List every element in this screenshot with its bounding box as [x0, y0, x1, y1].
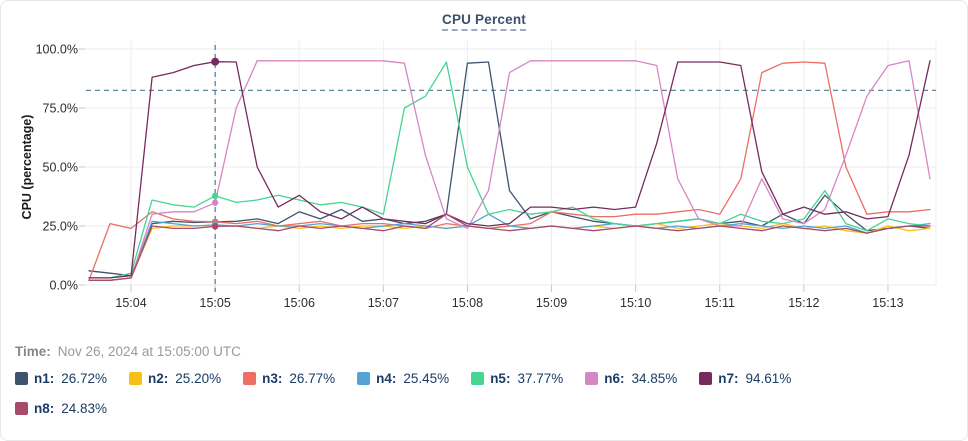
series-line-n5 — [88, 61, 931, 279]
legend-series-label: n1: — [34, 371, 55, 386]
chart-title-row: CPU Percent — [1, 11, 967, 31]
legend-series-label: n2: — [148, 371, 169, 386]
series-lines — [88, 60, 931, 281]
svg-text:15:09: 15:09 — [536, 296, 567, 310]
legend-series-label: n3: — [262, 371, 283, 386]
legend-series-value: 24.83% — [61, 401, 108, 416]
marker-dot-n7 — [211, 57, 220, 66]
legend-series-label: n4: — [376, 371, 397, 386]
svg-text:15:08: 15:08 — [452, 296, 483, 310]
marker-dot-n8 — [211, 223, 219, 230]
legend-series-value: 25.20% — [175, 371, 222, 386]
legend-item-n8[interactable]: n8: 24.83% — [15, 401, 107, 416]
legend-series-label: n7: — [718, 371, 739, 386]
svg-text:15:06: 15:06 — [284, 296, 315, 310]
legend-swatch-n6 — [585, 372, 599, 385]
legend-swatch-n1 — [15, 372, 28, 385]
legend-item-n2[interactable]: n2: 25.20% — [129, 371, 221, 386]
svg-text:0.0%: 0.0% — [50, 279, 79, 293]
legend-swatch-n3 — [243, 372, 257, 385]
threshold-and-crosshair — [86, 45, 936, 292]
legend-series-value: 25.45% — [403, 371, 450, 386]
svg-text:15:04: 15:04 — [115, 296, 146, 310]
legend-item-n1[interactable]: n1: 26.72% — [15, 371, 107, 386]
legend-swatch-n4 — [357, 372, 371, 385]
svg-text:15:10: 15:10 — [620, 296, 651, 310]
series-line-n1 — [88, 61, 931, 277]
axis-labels: 0.0% 25.0% 50.0% 75.0% 100.0% 15:04 15:05 15:06… — [20, 43, 904, 311]
legend-item-n4[interactable]: n4: 25.45% — [357, 371, 449, 386]
legend-series-value: 26.72% — [61, 371, 108, 386]
svg-text:50.0%: 50.0% — [43, 161, 78, 175]
svg-text:15:07: 15:07 — [368, 296, 399, 310]
svg-text:25.0%: 25.0% — [43, 220, 78, 234]
legend-swatch-n8 — [15, 402, 28, 415]
legend-series-value: 34.85% — [631, 371, 678, 386]
legend-series-value: 94.61% — [745, 371, 792, 386]
legend-row-1: n1: 26.72% n2: 25.20% n3: 26.77% n4: 25.45% n5: 3… — [15, 371, 791, 386]
legend-series-label: n8: — [34, 401, 55, 416]
series-line-n8 — [88, 213, 931, 281]
grid — [79, 41, 937, 292]
svg-text:15:05: 15:05 — [200, 296, 231, 310]
legend-item-n6[interactable]: n6: 34.85% — [585, 371, 677, 386]
svg-text:15:11: 15:11 — [705, 296, 735, 310]
svg-text:100.0%: 100.0% — [36, 43, 78, 57]
legend-series-label: n5: — [490, 371, 511, 386]
legend-item-n7[interactable]: n7: 94.61% — [699, 371, 791, 386]
series-line-n7 — [88, 60, 931, 279]
y-axis-title: CPU (percentage) — [20, 115, 34, 220]
legend-item-n3[interactable]: n3: 26.77% — [243, 371, 335, 386]
legend-series-value: 37.77% — [517, 371, 564, 386]
legend-series-label: n6: — [604, 371, 625, 386]
time-value: Nov 26, 2024 at 15:05:00 UTC — [57, 344, 241, 359]
crosshair-marker-dots — [211, 57, 220, 230]
legend-series-value: 26.77% — [289, 371, 336, 386]
marker-dot-n5 — [211, 192, 219, 200]
time-row: Time: Nov 26, 2024 at 15:05:00 UTC — [15, 344, 241, 359]
legend-swatch-n2 — [129, 372, 143, 385]
series-line-n6 — [88, 60, 931, 281]
marker-dot-n6 — [211, 199, 219, 206]
legend-swatch-n5 — [471, 372, 485, 385]
legend-swatch-n7 — [699, 372, 713, 385]
svg-text:15:13: 15:13 — [872, 296, 903, 310]
svg-text:15:12: 15:12 — [788, 296, 819, 310]
cpu-chart-plot[interactable]: 0.0% 25.0% 50.0% 75.0% 100.0% 15:04 15:05 15:06… — [1, 1, 968, 317]
legend-item-n5[interactable]: n5: 37.77% — [471, 371, 563, 386]
svg-text:75.0%: 75.0% — [43, 102, 78, 116]
time-label: Time: — [15, 344, 51, 359]
chart-title[interactable]: CPU Percent — [442, 12, 526, 31]
legend-row-2: n8: 24.83% — [15, 401, 107, 416]
